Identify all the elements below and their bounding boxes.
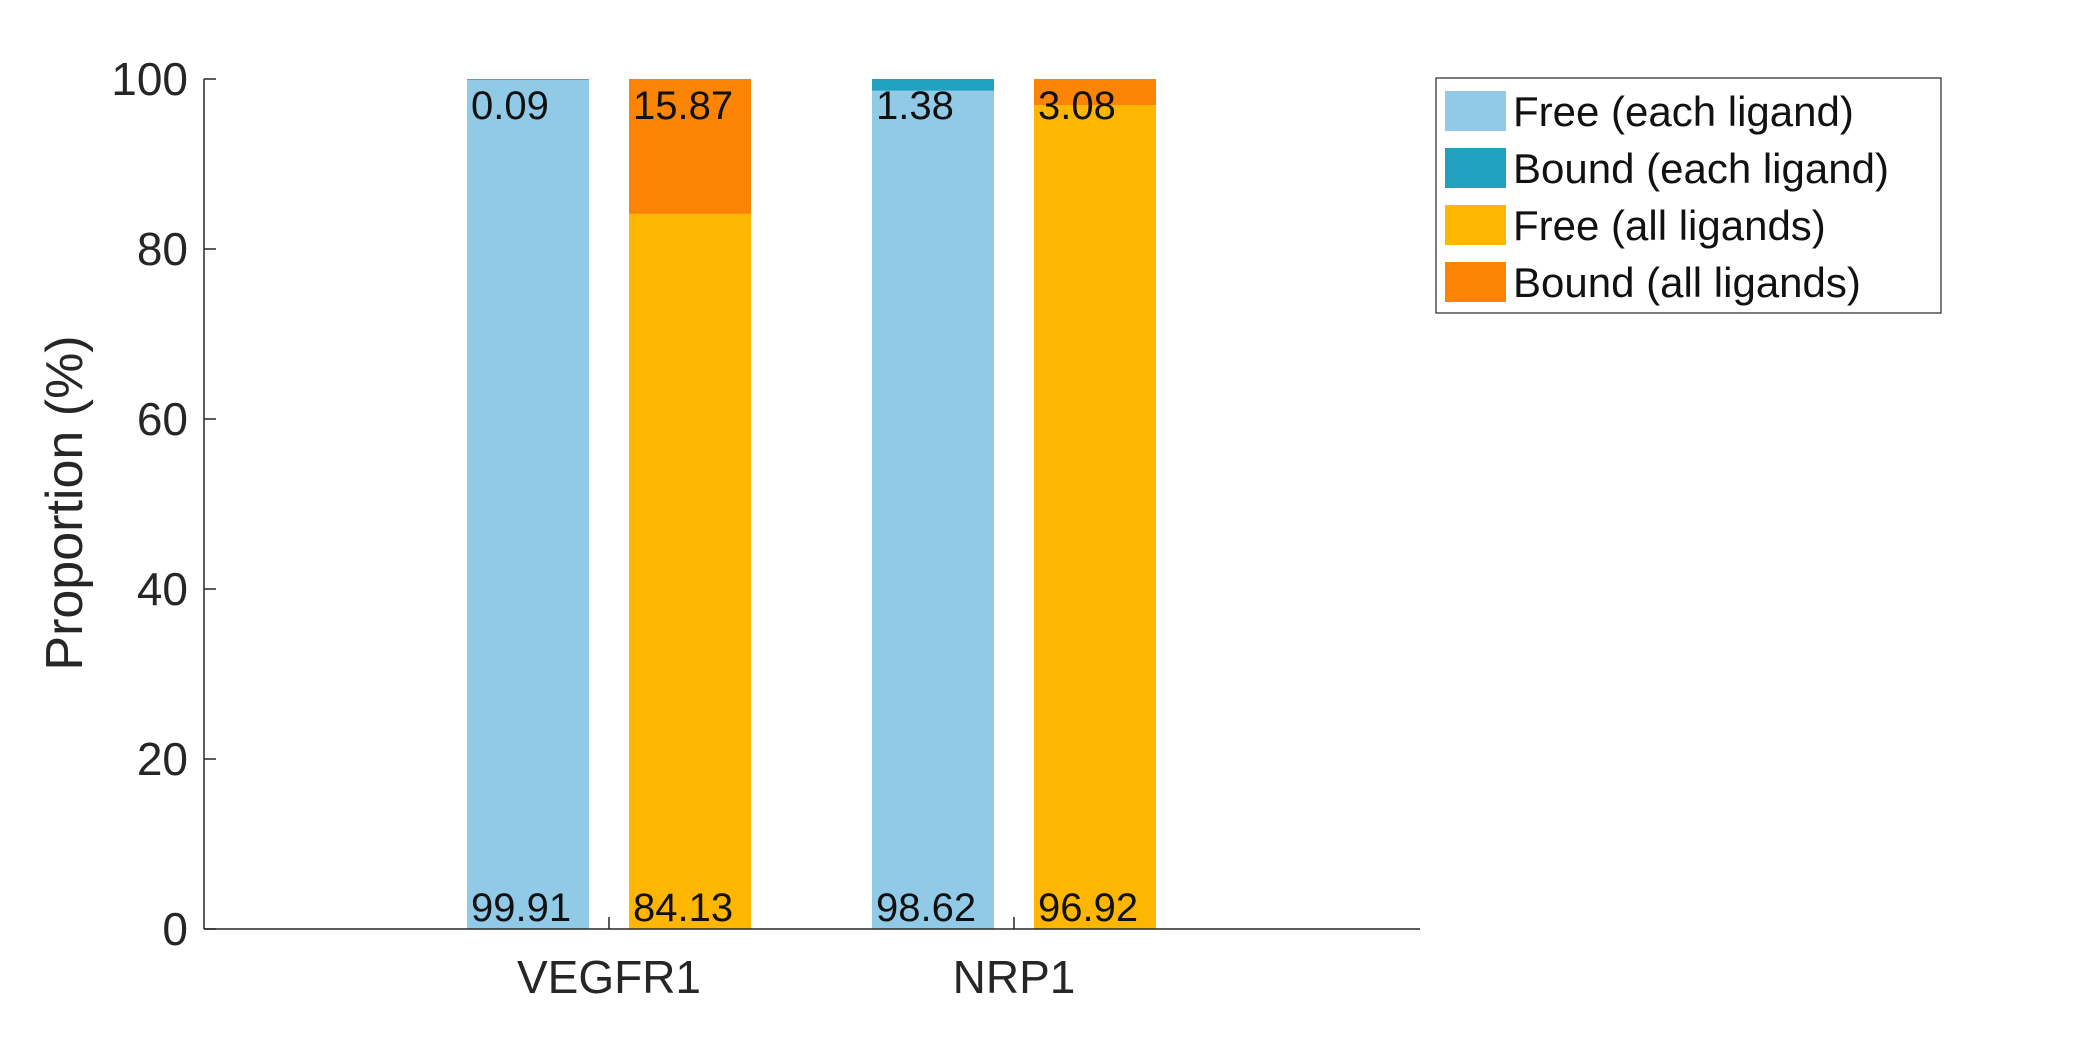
data-label-bound: 0.09	[471, 84, 549, 128]
bar-bound-nrp1-each	[872, 79, 994, 91]
y-tick-label: 60	[137, 393, 188, 445]
legend-entry-label: Bound (each ligand)	[1513, 145, 1889, 192]
y-tick-label: 80	[137, 223, 188, 275]
legend-entry-label: Free (all ligands)	[1513, 202, 1826, 249]
bar-free-vegfr1-all	[629, 213, 751, 929]
x-tick-label: NRP1	[953, 951, 1076, 1003]
data-label-free: 98.62	[876, 886, 976, 930]
axes-layer: 0 20 40 60 80 100 VEGFR1 NRP1 Proportion (%)	[36, 53, 1420, 1003]
data-label-bound: 15.87	[633, 84, 733, 128]
x-tick-label: VEGFR1	[517, 951, 701, 1003]
data-label-bound: 1.38	[876, 84, 954, 128]
y-tick-label: 100	[111, 53, 188, 105]
data-labels-layer: 0.09 99.91 15.87 84.13 1.38 98.62 3.08 96.92	[471, 84, 1138, 930]
bar-bound-vegfr1-all	[629, 79, 751, 214]
y-tick-label: 0	[162, 903, 188, 955]
bar-free-nrp1-all	[1034, 105, 1156, 930]
bar-free-vegfr1-each	[467, 79, 589, 929]
bars-layer	[467, 79, 1156, 930]
y-tick-label: 40	[137, 563, 188, 615]
legend-swatch	[1445, 205, 1506, 245]
data-label-bound: 3.08	[1038, 84, 1116, 128]
y-axis-label: Proportion (%)	[36, 335, 94, 670]
legend-entry-label: Free (each ligand)	[1513, 88, 1854, 135]
bar-free-nrp1-each	[872, 90, 994, 930]
legend: Free (each ligand) Bound (each ligand) Fre…	[1435, 77, 1942, 314]
bar-bound-nrp1-all	[1034, 79, 1156, 106]
legend-swatch	[1445, 91, 1506, 131]
data-label-free: 96.92	[1038, 886, 1138, 930]
data-label-free: 84.13	[633, 886, 733, 930]
bar-bound-vegfr1-each	[467, 79, 589, 80]
data-label-free: 99.91	[471, 886, 571, 930]
legend-swatch	[1445, 148, 1506, 188]
y-tick-label: 20	[137, 733, 188, 785]
legend-swatch	[1445, 262, 1506, 302]
legend-box	[1435, 77, 1942, 314]
legend-entry-label: Bound (all ligands)	[1513, 259, 1861, 306]
